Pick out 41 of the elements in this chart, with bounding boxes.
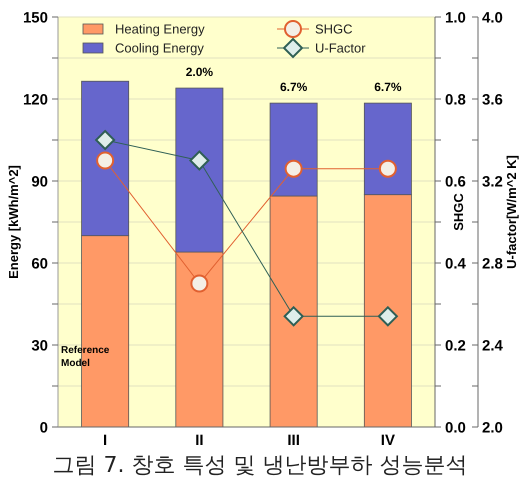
x-tick-label: I	[103, 432, 108, 449]
y2-tick-label: 0.4	[445, 255, 467, 272]
y3-tick-label: 2.0	[482, 419, 503, 436]
y2-tick-label: 0.2	[445, 337, 466, 354]
x-tick-label: II	[195, 432, 204, 449]
point	[190, 274, 208, 292]
y-axis-title: Energy [kWh/m^2]	[6, 165, 21, 279]
point	[96, 152, 114, 170]
y-tick-label: 150	[22, 9, 48, 26]
y3-tick-label: 3.2	[482, 173, 503, 190]
legend-label: U-Factor	[315, 40, 366, 56]
point	[378, 306, 398, 326]
point	[284, 160, 303, 178]
y3-axis-title: U-factor[W/m^2 K]	[504, 155, 519, 269]
annotation: 2.0%	[186, 65, 214, 80]
annotation: 6.7%	[280, 80, 308, 94]
y3-tick-label: 4.0	[482, 9, 503, 26]
y-tick-label: 90	[31, 173, 48, 190]
y-tick-label: 30	[31, 337, 48, 354]
point	[284, 306, 304, 326]
point	[378, 160, 397, 178]
y-tick-label: 60	[31, 255, 48, 272]
y2-axis-title: SHGC	[451, 192, 466, 231]
y3-tick-label: 3.6	[482, 91, 503, 108]
x-tick-label: IV	[380, 432, 395, 449]
text: 그림 7. 창호 특성 및 냉난방부하 성능분석	[52, 453, 468, 478]
point	[189, 150, 210, 170]
y-tick-label: 120	[22, 91, 48, 108]
y2-tick-label: 0.6	[445, 173, 466, 190]
annotation: 6.7%	[374, 80, 402, 94]
point	[95, 130, 116, 150]
y2-tick-label: 0.8	[445, 91, 466, 108]
y2-tick-label: 1.0	[445, 9, 466, 26]
y2-tick-label: 0.0	[445, 419, 466, 436]
legend-label: SHGC	[315, 22, 353, 37]
y-tick-label: 0	[40, 419, 48, 436]
legend-label: Heating Energy	[115, 22, 206, 37]
y3-tick-label: 2.8	[482, 255, 503, 272]
y3-tick-label: 2.4	[482, 337, 504, 354]
x-tick-label: III	[287, 432, 300, 449]
legend-label: Cooling Energy	[115, 40, 204, 56]
